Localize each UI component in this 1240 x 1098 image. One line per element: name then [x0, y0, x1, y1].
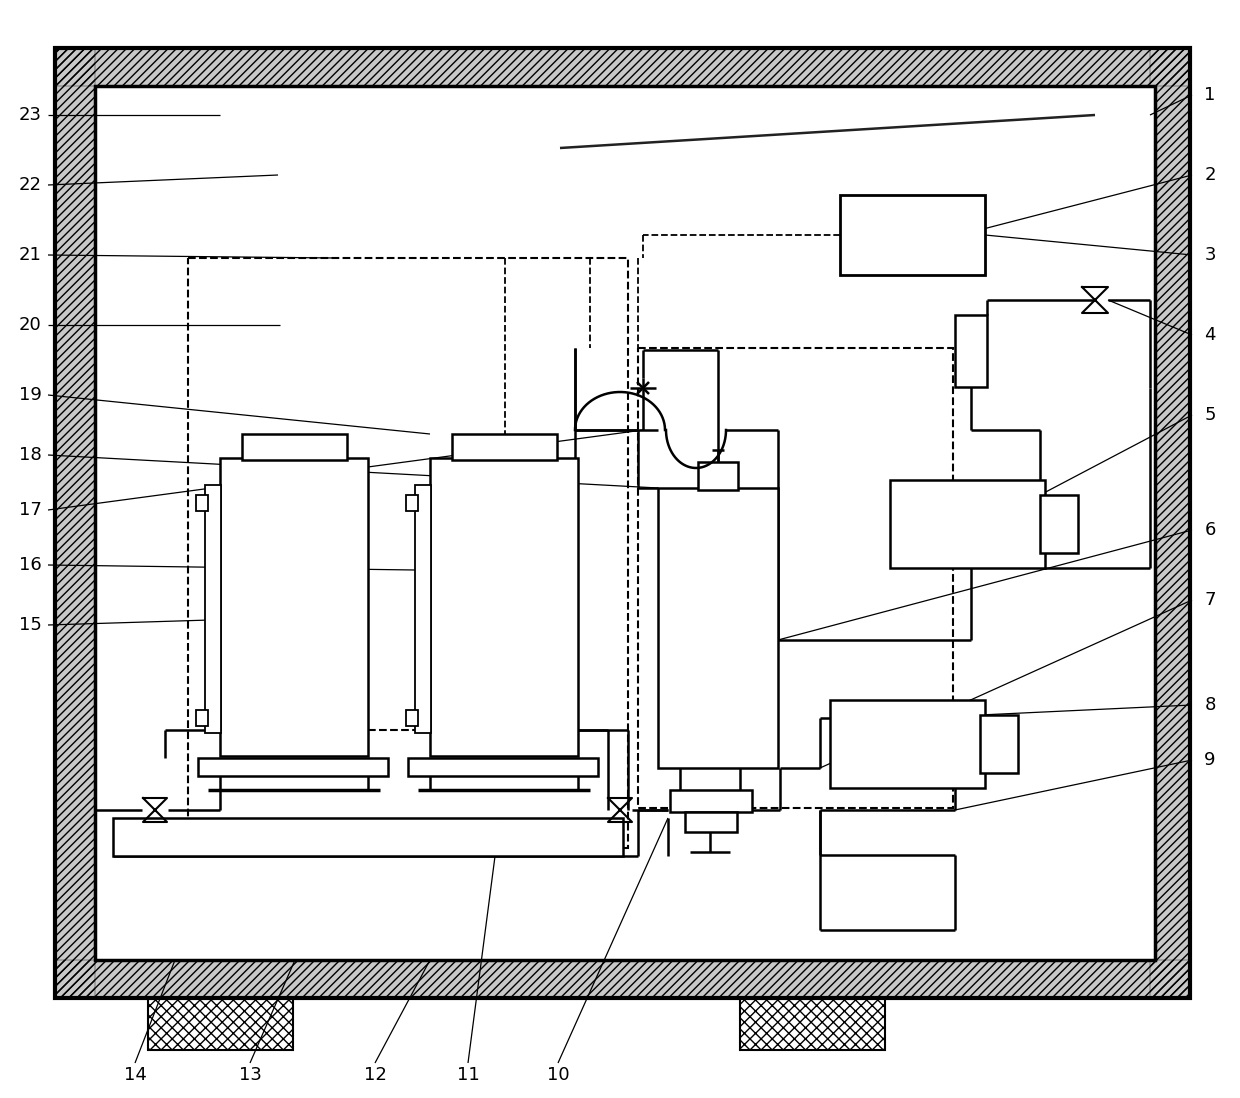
Bar — [113, 818, 622, 856]
Bar — [684, 813, 737, 832]
Text: 15: 15 — [19, 616, 41, 634]
Bar — [980, 715, 1018, 773]
Bar — [1149, 48, 1190, 998]
Text: 14: 14 — [124, 1066, 146, 1084]
Bar — [408, 758, 598, 776]
Bar — [839, 195, 985, 274]
Bar — [188, 258, 627, 848]
Bar — [670, 789, 751, 813]
Text: 11: 11 — [456, 1066, 480, 1084]
Text: 13: 13 — [238, 1066, 262, 1084]
Text: 3: 3 — [1204, 246, 1215, 264]
Bar — [95, 86, 1154, 960]
Text: 5: 5 — [1204, 406, 1215, 424]
Text: 23: 23 — [19, 107, 41, 124]
Bar — [196, 495, 208, 511]
Text: 2: 2 — [1204, 166, 1215, 184]
Bar — [415, 485, 432, 733]
Bar — [698, 462, 738, 490]
Bar — [453, 434, 557, 460]
Bar — [205, 485, 221, 733]
Text: 7: 7 — [1204, 591, 1215, 609]
Bar — [55, 960, 1190, 998]
Text: 21: 21 — [19, 246, 41, 264]
Text: 19: 19 — [19, 386, 41, 404]
Text: 8: 8 — [1204, 696, 1215, 714]
Text: 17: 17 — [19, 501, 41, 519]
Bar — [890, 480, 1045, 568]
Text: 20: 20 — [19, 316, 41, 334]
Text: 22: 22 — [19, 176, 41, 194]
Bar — [55, 48, 1190, 86]
Bar — [148, 998, 293, 1050]
Bar — [405, 495, 418, 511]
Text: 1: 1 — [1204, 86, 1215, 104]
Text: 6: 6 — [1204, 520, 1215, 539]
Bar — [405, 710, 418, 726]
Bar — [740, 998, 885, 1050]
Bar — [55, 48, 95, 998]
Bar — [658, 488, 777, 768]
Bar — [639, 348, 954, 808]
Text: 12: 12 — [363, 1066, 387, 1084]
Text: 4: 4 — [1204, 326, 1215, 344]
Text: 18: 18 — [19, 446, 41, 464]
Bar — [430, 458, 578, 757]
Bar — [196, 710, 208, 726]
Bar — [1040, 495, 1078, 553]
Bar — [55, 48, 1190, 998]
Bar — [198, 758, 388, 776]
Text: 10: 10 — [547, 1066, 569, 1084]
Bar — [219, 458, 368, 757]
Bar — [830, 701, 985, 788]
Text: 9: 9 — [1204, 751, 1215, 769]
Text: 16: 16 — [19, 556, 41, 574]
Bar — [955, 315, 987, 386]
Bar — [242, 434, 347, 460]
